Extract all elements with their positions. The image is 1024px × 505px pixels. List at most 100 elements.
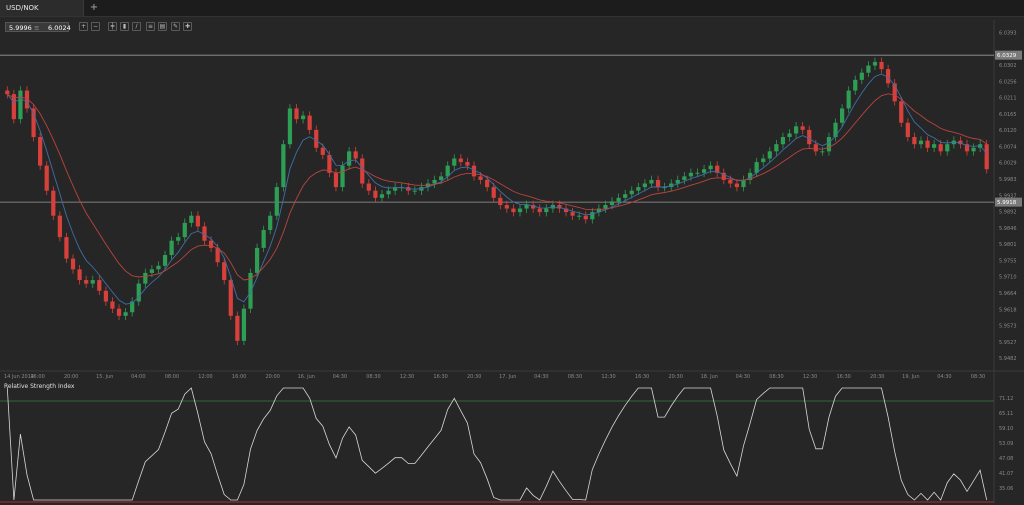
candle-body: [655, 179, 661, 188]
bar-chart-icon[interactable]: ╪: [108, 22, 117, 31]
rsi-line: [6, 387, 988, 501]
indicators-icon[interactable]: ≡: [146, 22, 155, 31]
price-tick-label: 6.0302: [999, 63, 1017, 69]
candle-body: [300, 115, 306, 120]
price-tick-label: 6.0029: [999, 160, 1017, 166]
candle-body: [958, 140, 963, 145]
time-tick-label: 16. Jun: [298, 374, 315, 380]
candle-body: [688, 172, 694, 177]
candles: [5, 57, 989, 346]
candle-body: [708, 165, 713, 170]
price-tick-label: 5.9573: [999, 323, 1017, 329]
candle-body: [662, 187, 667, 189]
candle-body: [314, 129, 319, 148]
candle-body: [116, 308, 122, 316]
time-tick-label: 19. Jun: [902, 374, 919, 380]
price-tick-label: 6.0165: [999, 112, 1017, 118]
candle-body: [636, 187, 641, 191]
price-tick-label: 5.9846: [999, 226, 1017, 232]
candle-body: [826, 137, 832, 152]
candle-body: [741, 179, 746, 188]
candle-body: [780, 137, 786, 145]
candle-body: [44, 165, 49, 191]
candle-body: [905, 122, 910, 138]
candle-body: [813, 144, 818, 152]
price-tick-label: 5.9482: [999, 356, 1017, 362]
candle-body: [77, 269, 82, 281]
candle-body: [208, 240, 214, 248]
candle-body: [222, 262, 227, 281]
price-tick-label: 5.9618: [999, 307, 1017, 313]
candle-body: [728, 179, 733, 184]
candle-body: [892, 83, 897, 102]
candle-body: [11, 94, 16, 120]
rsi-tick-label: 59.10: [999, 426, 1013, 432]
horizontal-line-label: 6.0329: [997, 53, 1017, 59]
candle-body: [143, 272, 148, 284]
time-tick-label: 14 Jun 2014: [4, 374, 34, 380]
line-chart-icon[interactable]: ∕: [132, 22, 141, 31]
candle-body: [24, 90, 30, 109]
candle-body: [682, 176, 687, 180]
candle-body: [531, 204, 536, 209]
time-tick-label: 08:00: [165, 374, 179, 380]
candle-body: [176, 237, 181, 241]
candle-body: [458, 158, 463, 163]
candle-body: [327, 154, 332, 173]
time-tick-label: 08:30: [971, 374, 985, 380]
candle-body: [945, 144, 950, 152]
time-tick-label: 20:30: [669, 374, 683, 380]
candle-body: [886, 69, 891, 84]
candle-body: [517, 208, 523, 213]
candle-body: [577, 215, 582, 217]
price-tick-label: 6.0120: [999, 128, 1017, 134]
zoom-out-icon[interactable]: −: [91, 22, 100, 31]
candle-body: [866, 65, 871, 73]
candle-body: [123, 312, 128, 316]
candle-body: [859, 72, 864, 80]
drawing-icon[interactable]: ✎: [171, 22, 180, 31]
tab-usd-nok[interactable]: USD/NOK: [0, 0, 84, 16]
ask-price: 6.0024: [48, 24, 71, 32]
candle-body: [899, 101, 904, 123]
crosshair-icon[interactable]: ✚: [183, 22, 192, 31]
candle-body: [872, 61, 878, 66]
rsi-tick-label: 65.11: [999, 411, 1013, 417]
candle-body: [623, 194, 628, 198]
zoom-in-icon[interactable]: +: [79, 22, 88, 31]
candle-body: [846, 90, 851, 109]
candle-body: [524, 204, 529, 209]
candle-body: [228, 280, 233, 316]
time-tick-label: 04:30: [937, 374, 951, 380]
candle-body: [149, 269, 155, 273]
time-tick-label: 04:00: [131, 374, 145, 380]
add-tab-button[interactable]: +: [89, 2, 99, 13]
candle-body: [340, 165, 345, 188]
time-tick-label: 08:30: [769, 374, 783, 380]
candles-icon[interactable]: ▮: [120, 22, 129, 31]
time-tick-label: 16:30: [433, 374, 447, 380]
time-tick-label: 16:30: [635, 374, 649, 380]
time-tick-label: 17. Jun: [499, 374, 516, 380]
horizontal-line-tag: [995, 197, 1022, 207]
candle-body: [938, 144, 943, 152]
candle-body: [169, 240, 174, 256]
candle-body: [491, 187, 496, 198]
price-tick-label: 5.9937: [999, 193, 1017, 199]
time-tick-label: 20:30: [870, 374, 884, 380]
time-tick-label: 15. Jun: [96, 374, 113, 380]
template-icon[interactable]: ▤: [158, 22, 167, 31]
candle-body: [215, 247, 220, 263]
candle-body: [715, 165, 720, 173]
time-tick-label: 04:30: [736, 374, 750, 380]
candle-body: [761, 158, 766, 163]
candle-body: [478, 176, 483, 180]
candle-body: [971, 147, 976, 152]
time-tick-label: 04:30: [333, 374, 347, 380]
candle-body: [136, 283, 141, 302]
candle-body: [721, 172, 726, 180]
candle-body: [701, 169, 707, 173]
price-tick-label: 6.0211: [999, 95, 1017, 101]
candle-body: [616, 197, 621, 202]
